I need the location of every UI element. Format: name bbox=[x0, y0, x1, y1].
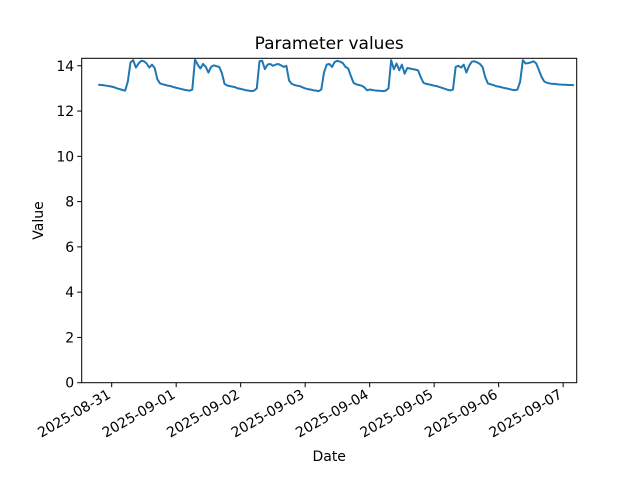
y-tick-label: 12 bbox=[56, 104, 74, 120]
chart-title: Parameter values bbox=[255, 34, 404, 54]
x-tick-label: 2025-09-07 bbox=[487, 387, 565, 442]
y-axis-ticks: 0 2 4 6 8 10 12 14 bbox=[56, 59, 82, 392]
y-tick-label: 4 bbox=[65, 285, 74, 301]
y-axis-label: Value bbox=[31, 201, 47, 239]
x-axis-ticks: 2025-08-312025-09-012025-09-022025-09-03… bbox=[35, 382, 565, 442]
y-tick-label: 8 bbox=[65, 195, 74, 211]
y-tick-label: 6 bbox=[65, 240, 74, 256]
y-tick-label: 2 bbox=[65, 330, 74, 346]
plot-area bbox=[81, 57, 578, 384]
y-tick-label: 0 bbox=[65, 376, 74, 392]
series-line bbox=[98, 58, 574, 93]
x-axis-label: Date bbox=[312, 449, 345, 465]
y-tick-label: 10 bbox=[56, 149, 74, 165]
y-tick-label: 14 bbox=[56, 59, 74, 75]
